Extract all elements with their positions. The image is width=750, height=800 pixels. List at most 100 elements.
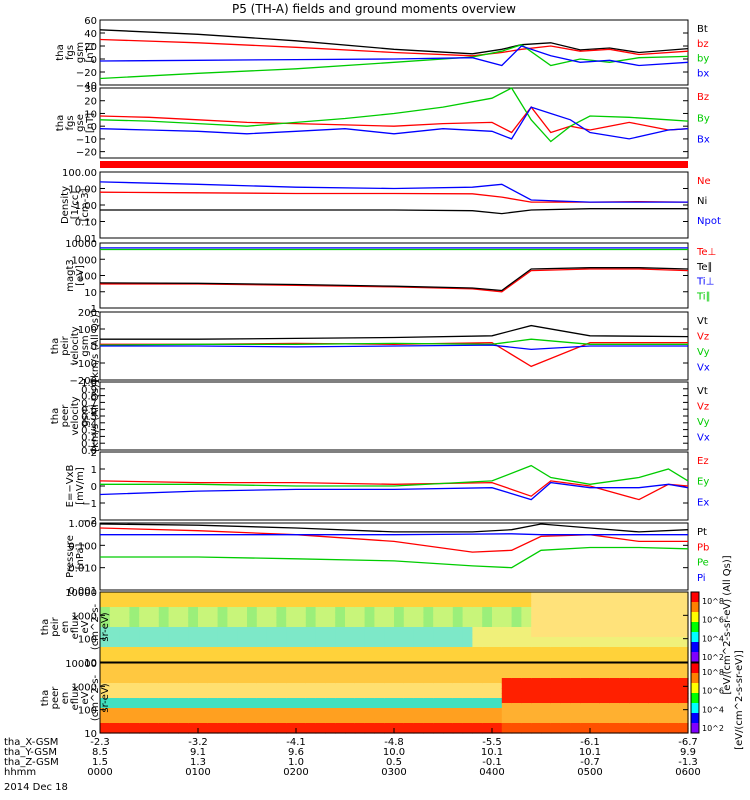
colorbar-segment [691, 683, 699, 694]
spectrogram-cell [423, 647, 434, 653]
spectrogram-cell [198, 688, 209, 694]
spectrogram-cell [188, 612, 199, 618]
spectrogram-cell [658, 612, 669, 618]
spectrogram-cell [354, 602, 366, 608]
spectrogram-cell [462, 627, 473, 633]
spectrogram-cell [119, 728, 130, 734]
spectrogram-cell [531, 642, 542, 648]
spectrogram-cell [305, 698, 317, 704]
y-axis-label-line: [nPa] [75, 543, 86, 569]
spectrogram-cell [158, 728, 170, 734]
spectrogram-cell [501, 657, 513, 663]
spectrogram-cell [658, 708, 669, 714]
spectrogram-cell [492, 728, 503, 734]
spectrogram-cell [227, 607, 238, 613]
spectrogram-cell [580, 617, 591, 623]
spectrogram-cell [139, 688, 150, 694]
spectrogram-cell [550, 607, 562, 613]
spectrogram-cell [678, 627, 689, 633]
spectrogram-cell [609, 602, 620, 608]
spectrogram-cell [531, 602, 542, 608]
spectrogram-cell [462, 607, 473, 613]
spectrogram-cell [531, 592, 542, 598]
spectrogram-cell [345, 622, 356, 628]
spectrogram-cell [472, 703, 483, 709]
spectrogram-cell [472, 657, 483, 663]
spectrogram-cell [521, 678, 532, 684]
spectrogram-cell [678, 728, 689, 734]
panels-group: 6040200−20−40thafgsgsm[nT]Btbzbybx302010… [40, 16, 745, 750]
spectrogram-cell [198, 728, 209, 734]
spectrogram-cell [560, 642, 571, 648]
spectrogram-cell [452, 642, 464, 648]
spectrogram-cell [531, 622, 542, 628]
spectrogram-cell [658, 693, 669, 699]
spectrogram-cell [423, 678, 434, 684]
spectrogram-cell [119, 693, 130, 699]
spectrogram-cell [345, 647, 356, 653]
spectrogram-cell [443, 607, 454, 613]
spectrogram-cell [403, 663, 415, 669]
spectrogram-cell [237, 668, 248, 674]
y-tick-label: 0.4 [81, 419, 97, 430]
spectrogram-cell [668, 622, 679, 628]
spectrogram-cell [619, 607, 630, 613]
spectrogram-cell [501, 693, 513, 699]
spectrogram-cell [394, 683, 405, 689]
spectrogram-cell [423, 657, 434, 663]
spectrogram-cell [609, 642, 620, 648]
spectrogram-cell [256, 693, 268, 699]
spectrogram-cell [198, 663, 209, 669]
spectrogram-cell [492, 637, 503, 643]
spectrogram-cell [550, 663, 562, 669]
spectrogram-cell [482, 602, 493, 608]
spectrogram-cell [560, 718, 571, 724]
spectrogram-cell [198, 673, 209, 679]
spectrogram-cell [364, 642, 375, 648]
spectrogram-cell [256, 673, 268, 679]
spectrogram-cell [364, 607, 375, 613]
spectrogram-cell [158, 723, 170, 729]
y-axis-label-line: tha [40, 619, 51, 635]
spectrogram-cell [541, 663, 552, 669]
spectrogram-cell [207, 612, 219, 618]
spectrogram-cell [658, 652, 669, 658]
spectrogram-cell [325, 728, 336, 734]
spectrogram-cell [560, 607, 571, 613]
ephemeris-value: 0400 [479, 767, 504, 778]
spectrogram-cell [188, 693, 199, 699]
spectrogram-cell [492, 612, 503, 618]
spectrogram-cell [541, 602, 552, 608]
spectrogram-cell [472, 642, 483, 648]
spectrogram-cell [580, 698, 591, 704]
spectrogram-cell [590, 622, 601, 628]
spectrogram-cell [609, 622, 620, 628]
spectrogram-cell [296, 663, 307, 669]
spectrogram-cell [501, 637, 513, 643]
spectrogram-cell [296, 602, 307, 608]
spectrogram-cell [678, 602, 689, 608]
spectrogram-cell [276, 652, 287, 658]
spectrogram-cell [149, 607, 160, 613]
spectrogram-cell [501, 602, 513, 608]
spectrogram-cell [345, 602, 356, 608]
spectrogram-cell [364, 718, 375, 724]
spectrogram-cell [423, 673, 434, 679]
spectrogram-cell [472, 693, 483, 699]
spectrogram-cell [256, 612, 268, 618]
spectrogram-cell [560, 612, 571, 618]
spectrogram-cell [403, 728, 415, 734]
spectrogram-cell [227, 612, 238, 618]
spectrogram-cell [237, 652, 248, 658]
spectrogram-cell [227, 622, 238, 628]
spectrogram-cell [678, 607, 689, 613]
spectrogram-cell [658, 637, 669, 643]
spectrogram-cell [619, 657, 630, 663]
spectrogram-cell [168, 703, 179, 709]
spectrogram-cell [109, 602, 121, 608]
spectrogram-cell [325, 668, 336, 674]
spectrogram-cell [345, 657, 356, 663]
spectrogram-cell [394, 637, 405, 643]
spectrogram-cell [119, 602, 130, 608]
spectrogram-cell [668, 728, 679, 734]
